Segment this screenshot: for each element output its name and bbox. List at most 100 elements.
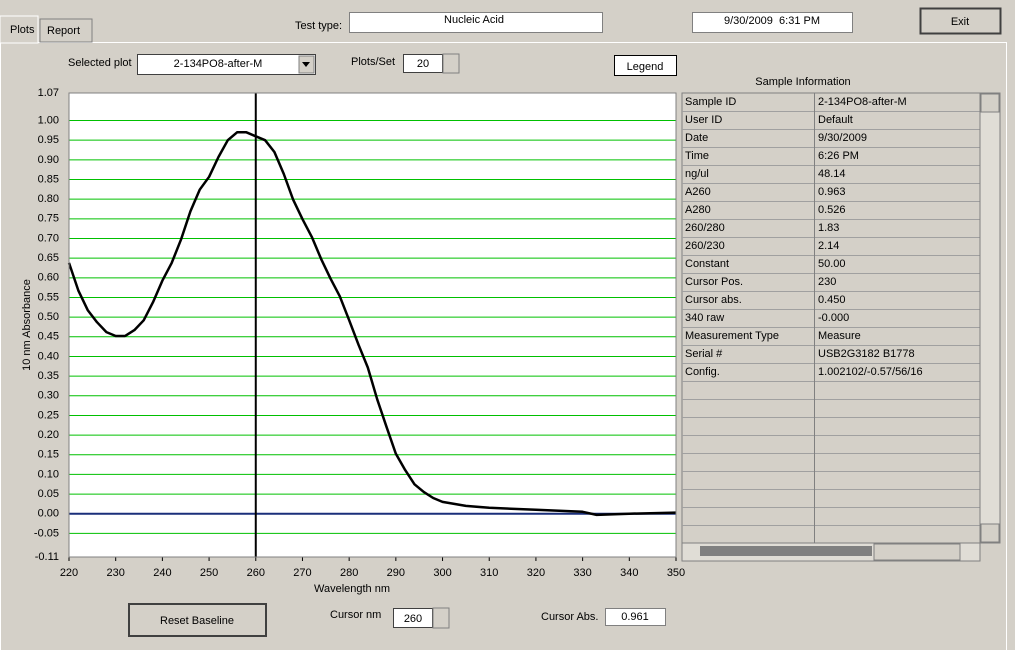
spinner-buttons[interactable] — [442, 53, 460, 74]
cell-label: Constant — [685, 258, 729, 270]
cell-label: Config. — [685, 366, 720, 378]
x-tick-label: 250 — [200, 567, 218, 579]
cell-value: 0.450 — [818, 294, 846, 306]
plot-area — [69, 93, 676, 557]
text-field — [692, 12, 853, 33]
cell-label: Sample ID — [685, 96, 736, 108]
cell-value: 1.83 — [818, 222, 839, 234]
cell-value: 2-134PO8-after-M — [818, 96, 907, 108]
button-label: Exit — [951, 16, 969, 28]
cell-value: 9/30/2009 — [818, 132, 867, 144]
chart: -0.11 -0.05 0.00 0.05 0.10 0.15 0.20 0.25 0.30 0.… — [34, 87, 685, 579]
field-value: 2-134PO8-after-M — [174, 58, 263, 70]
x-axis-label: Wavelength nm — [314, 583, 390, 595]
cell-value: -0.000 — [818, 312, 849, 324]
button-label: Reset Baseline — [160, 615, 234, 627]
exit-button[interactable] — [919, 7, 1002, 35]
y-tick-label: 1.07 — [38, 87, 59, 99]
cell-label: Date — [685, 132, 708, 144]
y-tick-label: 0.05 — [38, 488, 59, 500]
x-tick-label: 230 — [107, 567, 125, 579]
x-tick-label: 270 — [293, 567, 311, 579]
cell-value: 48.14 — [818, 168, 846, 180]
y-tick-label: 0.60 — [38, 272, 59, 284]
field-value: 20 — [417, 58, 429, 70]
y-tick-label: 0.45 — [38, 331, 59, 343]
x-tick-label: 310 — [480, 567, 498, 579]
tab-plots[interactable] — [0, 15, 39, 44]
label: Test type: — [295, 20, 342, 32]
y-tick-label: -0.05 — [34, 527, 59, 539]
y-tick-label: 0.40 — [38, 350, 59, 362]
x-tick-label: 260 — [247, 567, 265, 579]
y-tick-label: 0.20 — [38, 429, 59, 441]
cell-label: Measurement Type — [685, 330, 779, 342]
cell-label: 260/280 — [685, 222, 725, 234]
cell-value: 230 — [818, 276, 836, 288]
label: Cursor Abs. — [541, 611, 598, 623]
tab-label: Plots — [10, 24, 35, 36]
y-tick-label: 0.90 — [38, 154, 59, 166]
y-axis-label: 10 nm Absorbance — [21, 279, 33, 371]
y-tick-label: 0.55 — [38, 291, 59, 303]
y-tick-label: 0.10 — [38, 468, 59, 480]
cell-label: A280 — [685, 204, 711, 216]
field-value: 260 — [404, 613, 422, 625]
y-tick-label: -0.11 — [35, 551, 59, 563]
cell-value: 50.00 — [818, 258, 846, 270]
cell-label: Serial # — [685, 348, 723, 360]
field-value: 9/30/2009 6:31 PM — [724, 15, 820, 27]
scroll-up[interactable] — [980, 93, 1000, 113]
cell-label: 260/230 — [685, 240, 725, 252]
label: Selected plot — [68, 57, 132, 69]
y-tick-label: 0.65 — [38, 252, 59, 264]
button-label: Legend — [627, 61, 664, 73]
cell-value: Measure — [818, 330, 861, 342]
y-tick-label: 0.80 — [38, 193, 59, 205]
cell-label: A260 — [685, 186, 711, 198]
arrow-icon — [302, 62, 310, 67]
scroll-thumb[interactable] — [873, 543, 961, 561]
scroll-track-fill — [700, 546, 872, 556]
y-tick-label: 0.95 — [38, 134, 59, 146]
x-tick-label: 320 — [527, 567, 545, 579]
cell-value: 1.002102/-0.57/56/16 — [818, 366, 923, 378]
y-tick-label: 0.50 — [38, 311, 59, 323]
x-tick-label: 220 — [60, 567, 78, 579]
cell-label: ng/ul — [685, 168, 709, 180]
x-tick-label: 280 — [340, 567, 358, 579]
text-field — [349, 12, 603, 33]
cell-value: 0.526 — [818, 204, 846, 216]
y-tick-label: 1.00 — [38, 114, 59, 126]
cell-value: Default — [818, 114, 853, 126]
cell-value: 6:26 PM — [818, 150, 859, 162]
cell-label: Time — [685, 150, 709, 162]
tab-report[interactable] — [39, 18, 93, 43]
label: Plots/Set — [351, 56, 395, 68]
x-tick-label: 240 — [153, 567, 171, 579]
dropdown[interactable] — [137, 54, 316, 75]
spectrum-line — [67, 131, 677, 517]
sample-table: Sample ID 2-134PO8-after-M User ID Default D… — [681, 92, 1001, 562]
plot-frame — [68, 92, 677, 558]
label: Cursor nm — [330, 609, 381, 621]
cell-value: 2.14 — [818, 240, 839, 252]
y-tick-label: 0.70 — [38, 232, 59, 244]
reset-baseline-button[interactable] — [128, 603, 267, 637]
y-tick-label: 0.85 — [38, 173, 59, 185]
x-tick-label: 290 — [387, 567, 405, 579]
cell-label: User ID — [685, 114, 722, 126]
x-tick-label: 350 — [667, 567, 685, 579]
spinner-buttons[interactable] — [432, 607, 450, 629]
cell-value: USB2G3182 B1778 — [818, 348, 915, 360]
legend-button[interactable] — [614, 55, 677, 76]
cell-label: Cursor Pos. — [685, 276, 743, 288]
scroll-down[interactable] — [980, 523, 1000, 543]
cell-label: Cursor abs. — [685, 294, 742, 306]
y-tick-label: 0.30 — [38, 390, 59, 402]
y-tick-label: 0.00 — [38, 508, 59, 520]
x-tick-label: 340 — [620, 567, 638, 579]
y-tick-label: 0.25 — [38, 409, 59, 421]
cell-label: 340 raw — [685, 312, 724, 324]
